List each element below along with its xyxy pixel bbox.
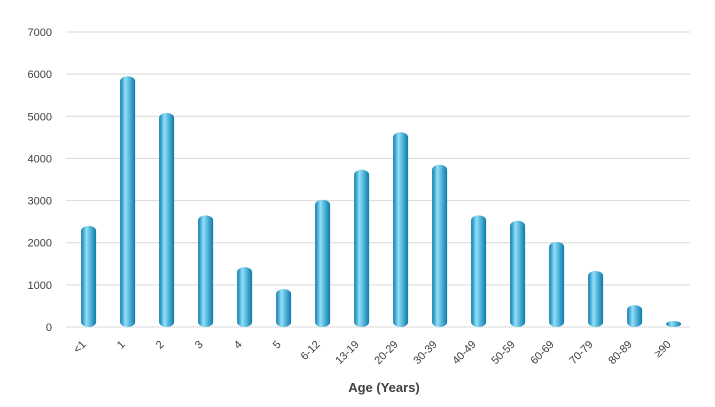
bar [627, 305, 643, 327]
x-tick-label: <1 [71, 339, 88, 356]
bar [276, 289, 292, 327]
bar [549, 241, 565, 327]
y-tick-label: 6000 [28, 69, 52, 81]
bar [354, 169, 370, 327]
y-tick-label: 4000 [28, 153, 52, 165]
x-tick-label: 13-19 [333, 339, 361, 367]
x-tick-label: 40-49 [450, 339, 478, 367]
x-axis-ticks: <1 1 2 3 4 5 6-12 13-19 20-29 30-39 40-49 50-59 60-6… [71, 339, 673, 367]
bar [198, 215, 214, 327]
y-tick-label: 0 [46, 322, 52, 334]
bar [120, 76, 136, 327]
y-tick-label: 1000 [28, 280, 52, 292]
x-tick-label: 4 [232, 339, 245, 352]
x-tick-label: 5 [271, 339, 284, 352]
x-tick-label: 50-59 [489, 339, 517, 367]
y-tick-label: 7000 [28, 27, 52, 39]
bar [432, 164, 448, 327]
x-tick-label: 70-79 [567, 339, 595, 367]
bar [588, 270, 604, 327]
bar [471, 215, 487, 327]
bar [393, 132, 409, 327]
x-tick-label: 2 [154, 339, 167, 352]
x-tick-label: ≥90 [652, 339, 673, 360]
y-tick-label: 3000 [28, 196, 52, 208]
x-tick-label: 20-29 [372, 339, 400, 367]
x-tick-label: 60-69 [528, 339, 556, 367]
bar [237, 267, 253, 327]
y-axis-ticks: 0 1000 2000 3000 4000 5000 6000 7000 [28, 27, 52, 334]
bars [81, 76, 682, 328]
bar [159, 112, 175, 328]
bar [666, 321, 682, 327]
x-tick-label: 80-89 [606, 339, 634, 367]
x-tick-label: 30-39 [411, 339, 439, 367]
x-axis-title: Age (Years) [348, 380, 420, 395]
bar [81, 225, 97, 327]
x-tick-label: 1 [115, 339, 128, 352]
x-tick-label: 6-12 [299, 339, 323, 363]
bar [315, 199, 331, 327]
y-tick-label: 5000 [28, 111, 52, 123]
x-tick-label: 3 [193, 339, 206, 352]
y-tick-label: 2000 [28, 238, 52, 250]
bar [510, 220, 526, 327]
